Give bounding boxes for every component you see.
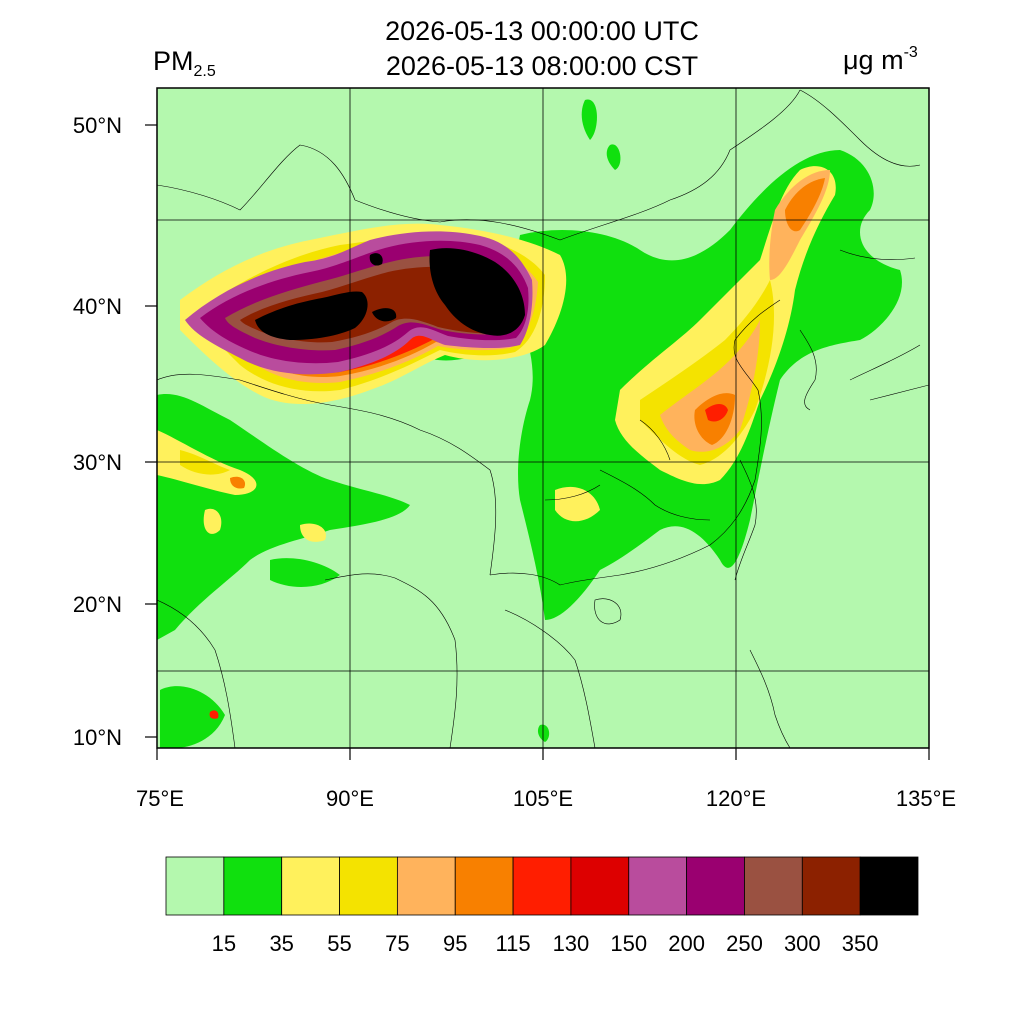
lat-label-20: 20°N — [73, 592, 122, 617]
colorbar: 15 35 55 75 95 115 130 150 200 250 300 350 — [165, 856, 919, 956]
lat-labels: 50°N 40°N 30°N 20°N 10°N — [73, 113, 122, 750]
unit-sup: -3 — [903, 44, 918, 61]
lon-label-135: 135°E — [896, 786, 956, 811]
colorbar-swatch — [686, 856, 745, 916]
tick-marks — [145, 124, 930, 760]
colorbar-label: 200 — [668, 931, 705, 956]
colorbar-label: 300 — [784, 931, 821, 956]
colorbar-swatch — [396, 856, 456, 916]
concentration-fields — [157, 99, 902, 748]
title-cst: 2026-05-13 08:00:00 CST — [385, 51, 699, 81]
colorbar-swatch — [744, 856, 803, 916]
colorbar-label: 350 — [842, 931, 879, 956]
colorbar-swatch — [859, 856, 919, 916]
colorbar-swatch — [801, 856, 861, 916]
graticule — [157, 88, 929, 748]
colorbar-swatch — [281, 856, 340, 916]
colorbar-label: 35 — [269, 931, 293, 956]
colorbar-swatch — [454, 856, 514, 916]
lat-label-10: 10°N — [73, 725, 122, 750]
unit-main: μg m — [843, 45, 904, 75]
lat-label-50: 50°N — [73, 113, 122, 138]
boundary-lines — [157, 89, 929, 748]
lon-labels: 75°E 90°E 105°E 120°E 135°E — [136, 786, 956, 811]
colorbar-swatch — [628, 856, 688, 916]
colorbar-label: 15 — [212, 931, 236, 956]
colorbar-label: 55 — [327, 931, 351, 956]
colorbar-label: 250 — [726, 931, 763, 956]
lon-label-75: 75°E — [136, 786, 184, 811]
lat-label-40: 40°N — [73, 294, 122, 319]
colorbar-swatch — [570, 856, 630, 916]
colorbar-label: 130 — [553, 931, 590, 956]
colorbar-swatch — [165, 856, 225, 916]
colorbar-label: 95 — [443, 931, 467, 956]
variable-main: PM — [153, 46, 194, 76]
black-layer — [255, 248, 525, 340]
variable-sub: 2.5 — [193, 63, 216, 80]
lon-label-120: 120°E — [706, 786, 766, 811]
lon-label-90: 90°E — [326, 786, 374, 811]
colorbar-swatch — [223, 856, 283, 916]
title-utc: 2026-05-13 00:00:00 UTC — [385, 16, 699, 46]
colorbar-swatch — [339, 856, 398, 916]
colorbar-label: 115 — [496, 931, 531, 956]
colorbar-label: 150 — [610, 931, 647, 956]
colorbar-swatch — [512, 856, 572, 916]
colorbar-label: 75 — [385, 931, 409, 956]
lon-label-105: 105°E — [513, 786, 573, 811]
lat-label-30: 30°N — [73, 450, 122, 475]
variable-label: PM2.5 — [153, 46, 216, 81]
unit-label: μg m-3 — [843, 44, 918, 76]
